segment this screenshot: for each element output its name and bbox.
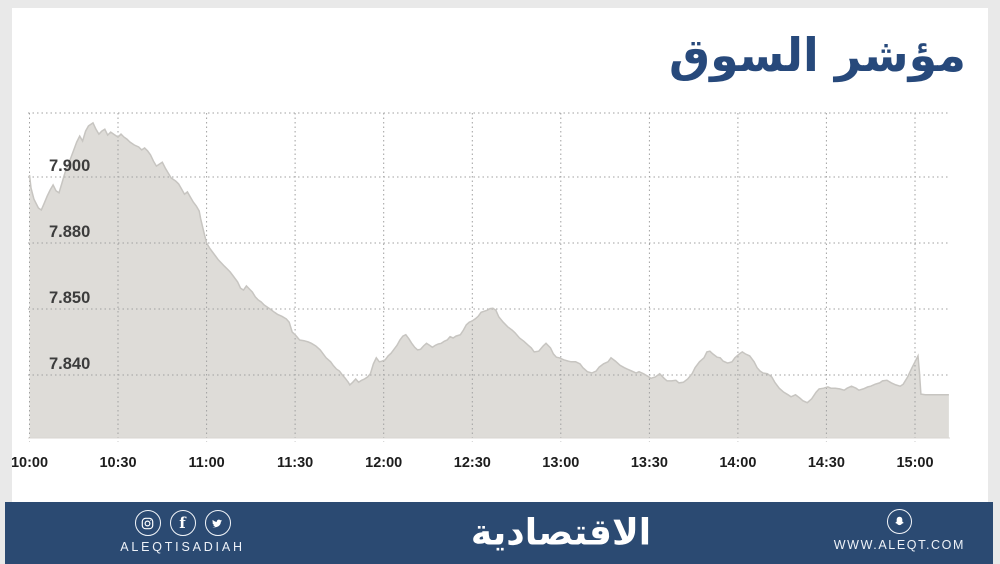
x-axis-tick-label: 13:30 <box>631 455 668 471</box>
x-axis-tick-label: 10:00 <box>12 455 48 471</box>
x-axis-tick-label: 13:00 <box>542 455 579 471</box>
chart-card: مؤشر السوق 7.900 7.880 7.850 7.840 10:00 10:3… <box>12 8 988 502</box>
x-axis-tick-label: 10:30 <box>99 455 136 471</box>
footer-url: WWW.ALEQT.COM <box>833 538 965 552</box>
footer-bar: f ALEQTISADIAH الاقتصادية WWW.ALEQT.COM <box>5 502 993 564</box>
footer-handle: ALEQTISADIAH <box>120 540 245 554</box>
x-axis-tick-label: 11:30 <box>277 455 313 471</box>
x-axis-tick-label: 15:00 <box>896 455 933 471</box>
instagram-icon <box>134 510 161 536</box>
x-axis-tick-label: 12:30 <box>454 455 491 471</box>
x-axis-tick-label: 14:30 <box>808 455 845 471</box>
footer-website-block: WWW.ALEQT.COM <box>834 506 965 552</box>
social-icon-row: f <box>95 510 270 536</box>
y-axis-tick-label: 7.850 <box>49 289 90 307</box>
x-axis-tick-label: 11:00 <box>188 455 224 471</box>
x-axis-tick-label: 14:00 <box>719 455 756 471</box>
y-axis-tick-label: 7.880 <box>49 223 90 241</box>
twitter-icon <box>204 510 231 536</box>
facebook-icon: f <box>169 510 196 536</box>
area-series-line <box>28 121 949 404</box>
area-series-fill <box>29 122 949 439</box>
snapchat-icon <box>886 509 912 534</box>
x-axis-tick-label: 12:00 <box>365 455 402 471</box>
y-axis-tick-label: 7.840 <box>49 355 90 373</box>
y-axis-tick-label: 7.900 <box>49 157 90 175</box>
page-title: مؤشر السوق <box>668 28 966 82</box>
brand-logo: الاقتصادية <box>470 512 652 554</box>
footer-social-block: f ALEQTISADIAH <box>95 506 270 554</box>
market-index-chart: 7.900 7.880 7.850 7.840 10:00 10:30 11:00 11:30… <box>12 112 950 471</box>
